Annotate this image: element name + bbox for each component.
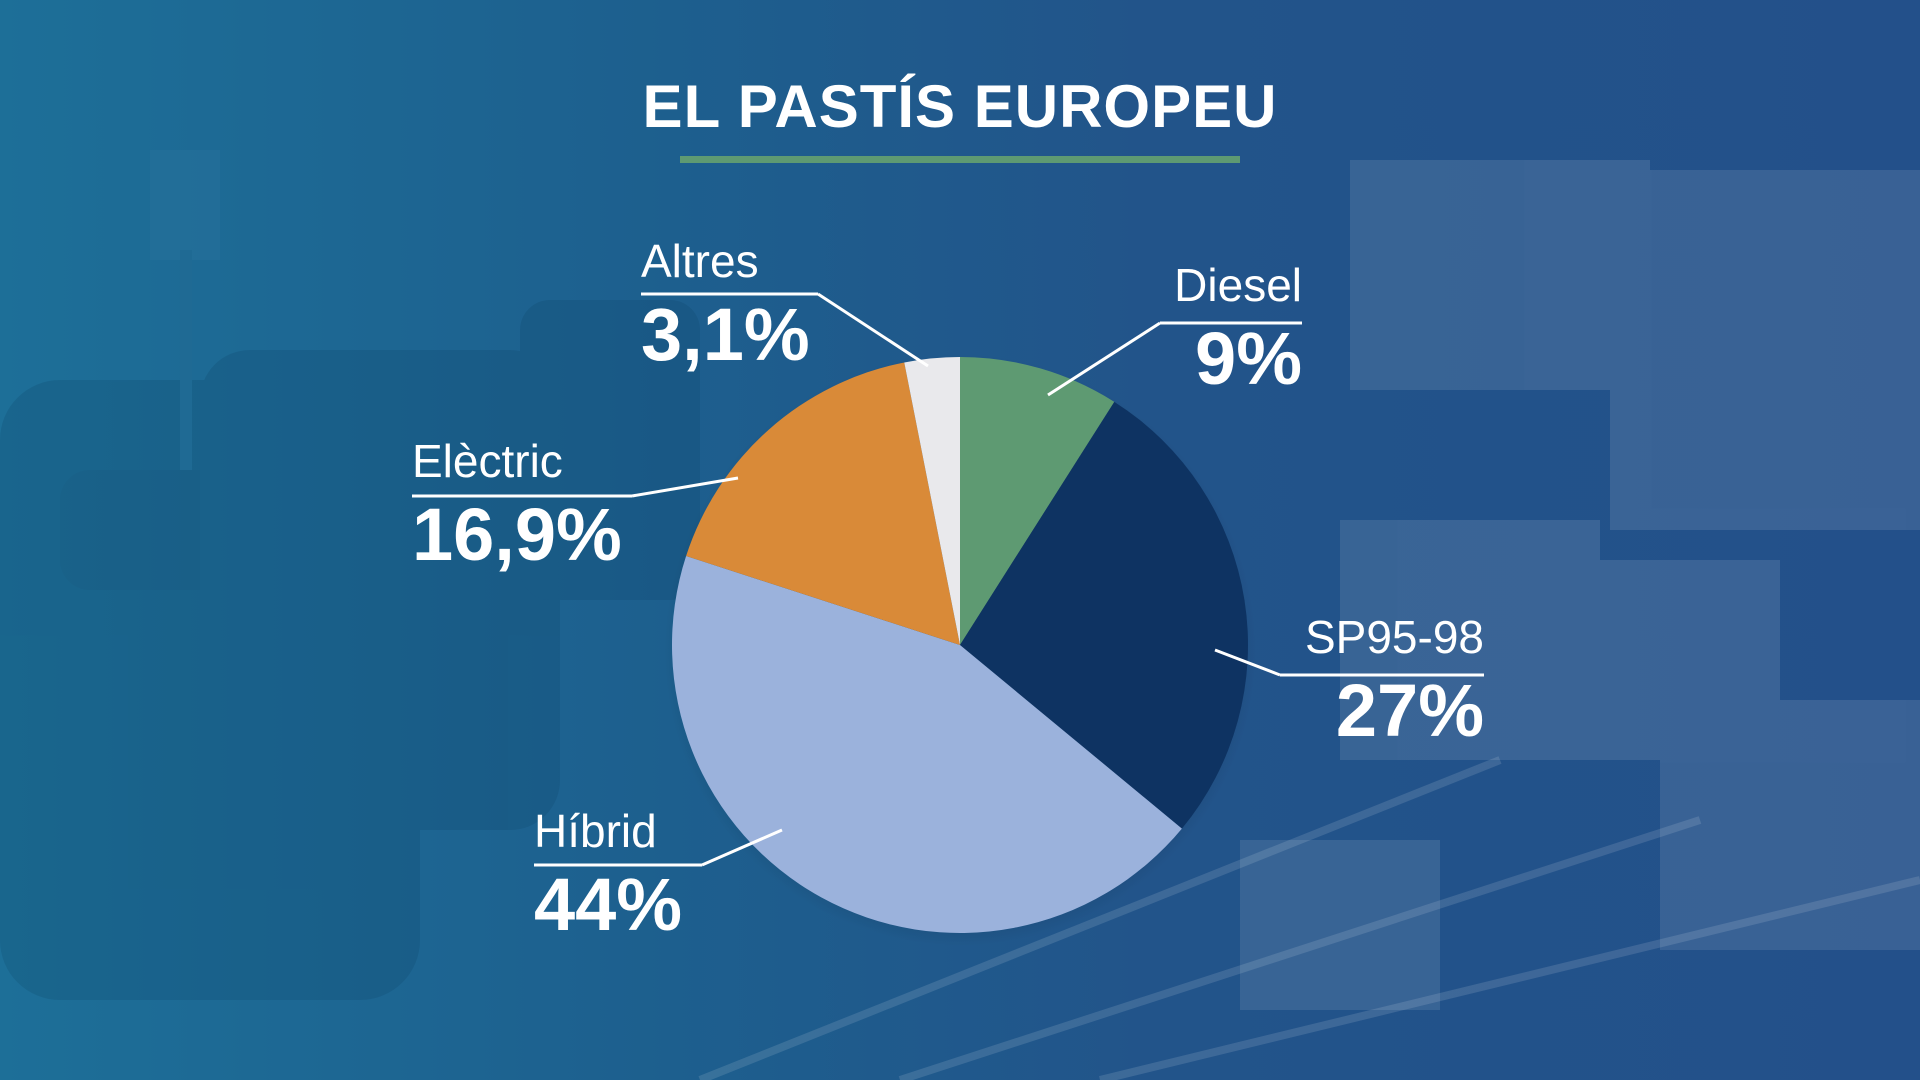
slice-name: Elèctric — [412, 435, 563, 487]
leader-connector — [1214, 648, 1281, 677]
slice-value-label: 27% — [1335, 669, 1484, 752]
chart-title: EL PASTÍS EUROPEU — [642, 73, 1278, 140]
pie-slice-diesel — [960, 357, 1115, 645]
slice-value-label: 3,1% — [641, 293, 810, 376]
pie-slice-sp95-98 — [960, 401, 1249, 829]
leader-connector — [701, 828, 783, 867]
title-underline — [680, 156, 1240, 163]
pie-slice-altres — [904, 357, 960, 645]
label-leader-lines — [412, 292, 1484, 867]
leader-connector — [1047, 321, 1161, 397]
slice-value-label: 9% — [1195, 317, 1302, 400]
slice-label-hibrid: Híbrid 44% — [534, 808, 682, 942]
slice-name: Altres — [641, 235, 759, 287]
slice-name: Híbrid — [534, 805, 657, 857]
slice-name: Diesel — [1174, 259, 1302, 311]
slice-label-electric: Elèctric 16,9% — [412, 438, 622, 572]
slice-value-label: 16,9% — [412, 493, 622, 576]
slice-value-label: 44% — [534, 863, 683, 946]
pie-slice-h-brid — [671, 556, 1182, 934]
slice-label-altres: Altres 3,1% — [641, 238, 810, 372]
pie-chart — [671, 357, 1249, 934]
leader-connector — [631, 476, 739, 498]
pie-slice-el-ctric — [686, 362, 960, 645]
slice-label-sp95-98: SP95-98 27% — [1305, 614, 1484, 748]
slice-name: SP95-98 — [1304, 611, 1484, 663]
leader-connector — [817, 292, 929, 368]
slice-label-diesel: Diesel 9% — [1174, 262, 1302, 396]
